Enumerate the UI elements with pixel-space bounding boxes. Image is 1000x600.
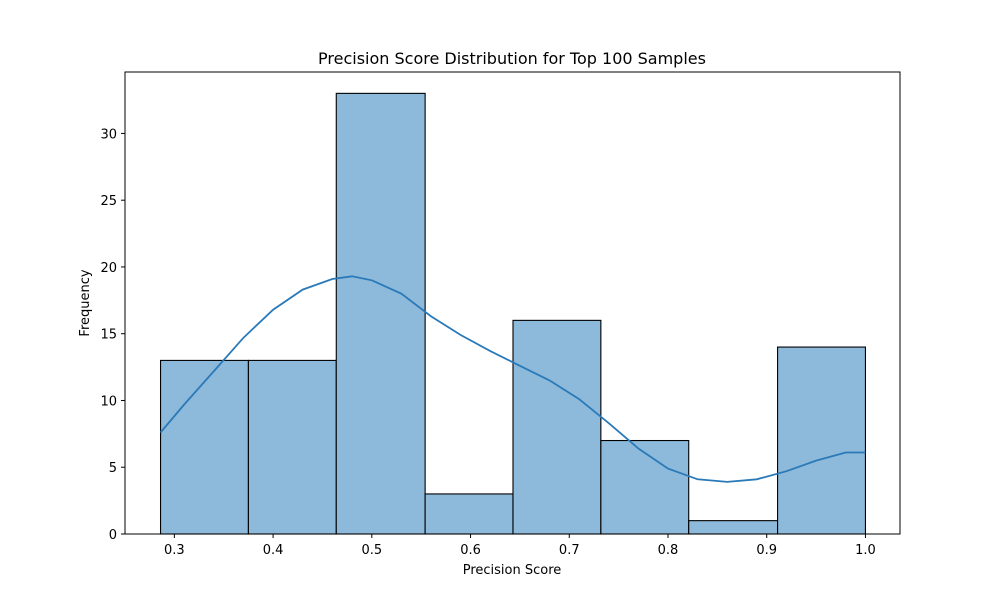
y-axis: 0 5 10 15 20 25 30: [100, 127, 125, 543]
kde-line: [159, 275, 866, 483]
x-tick-label: 0.5: [361, 543, 382, 558]
y-tick-label: 5: [109, 461, 117, 476]
bar-1: [159, 359, 249, 535]
x-tick-label: 1.0: [855, 543, 876, 558]
y-tick-label: 15: [100, 328, 117, 343]
y-tick-label: 0: [109, 528, 117, 543]
bar-6: [600, 439, 690, 535]
x-tick-label: 0.9: [756, 543, 777, 558]
bar-3: [335, 92, 426, 535]
bar-4: [424, 493, 514, 535]
x-tick-label: 0.3: [164, 543, 185, 558]
bar-8: [777, 346, 866, 535]
x-tick-label: 0.6: [460, 543, 481, 558]
x-tick-label: 0.7: [559, 543, 580, 558]
bar-2: [247, 359, 337, 535]
x-tick-label: 0.4: [263, 543, 284, 558]
x-axis: 0.3 0.4 0.5 0.6 0.7 0.8 0.9 1.0: [164, 534, 876, 558]
y-tick-label: 25: [100, 194, 117, 209]
y-tick-label: 30: [100, 127, 117, 142]
y-tick-label: 20: [100, 261, 117, 276]
x-tick-label: 0.8: [658, 543, 679, 558]
bars-group: [159, 92, 866, 535]
chart-title: Precision Score Distribution for Top 100…: [318, 49, 706, 68]
bar-5: [512, 319, 602, 535]
plot-frame: [124, 71, 901, 535]
bar-7: [688, 520, 779, 535]
x-axis-label: Precision Score: [463, 563, 562, 578]
y-tick-label: 10: [100, 394, 117, 409]
y-axis-label: Frequency: [78, 269, 93, 336]
